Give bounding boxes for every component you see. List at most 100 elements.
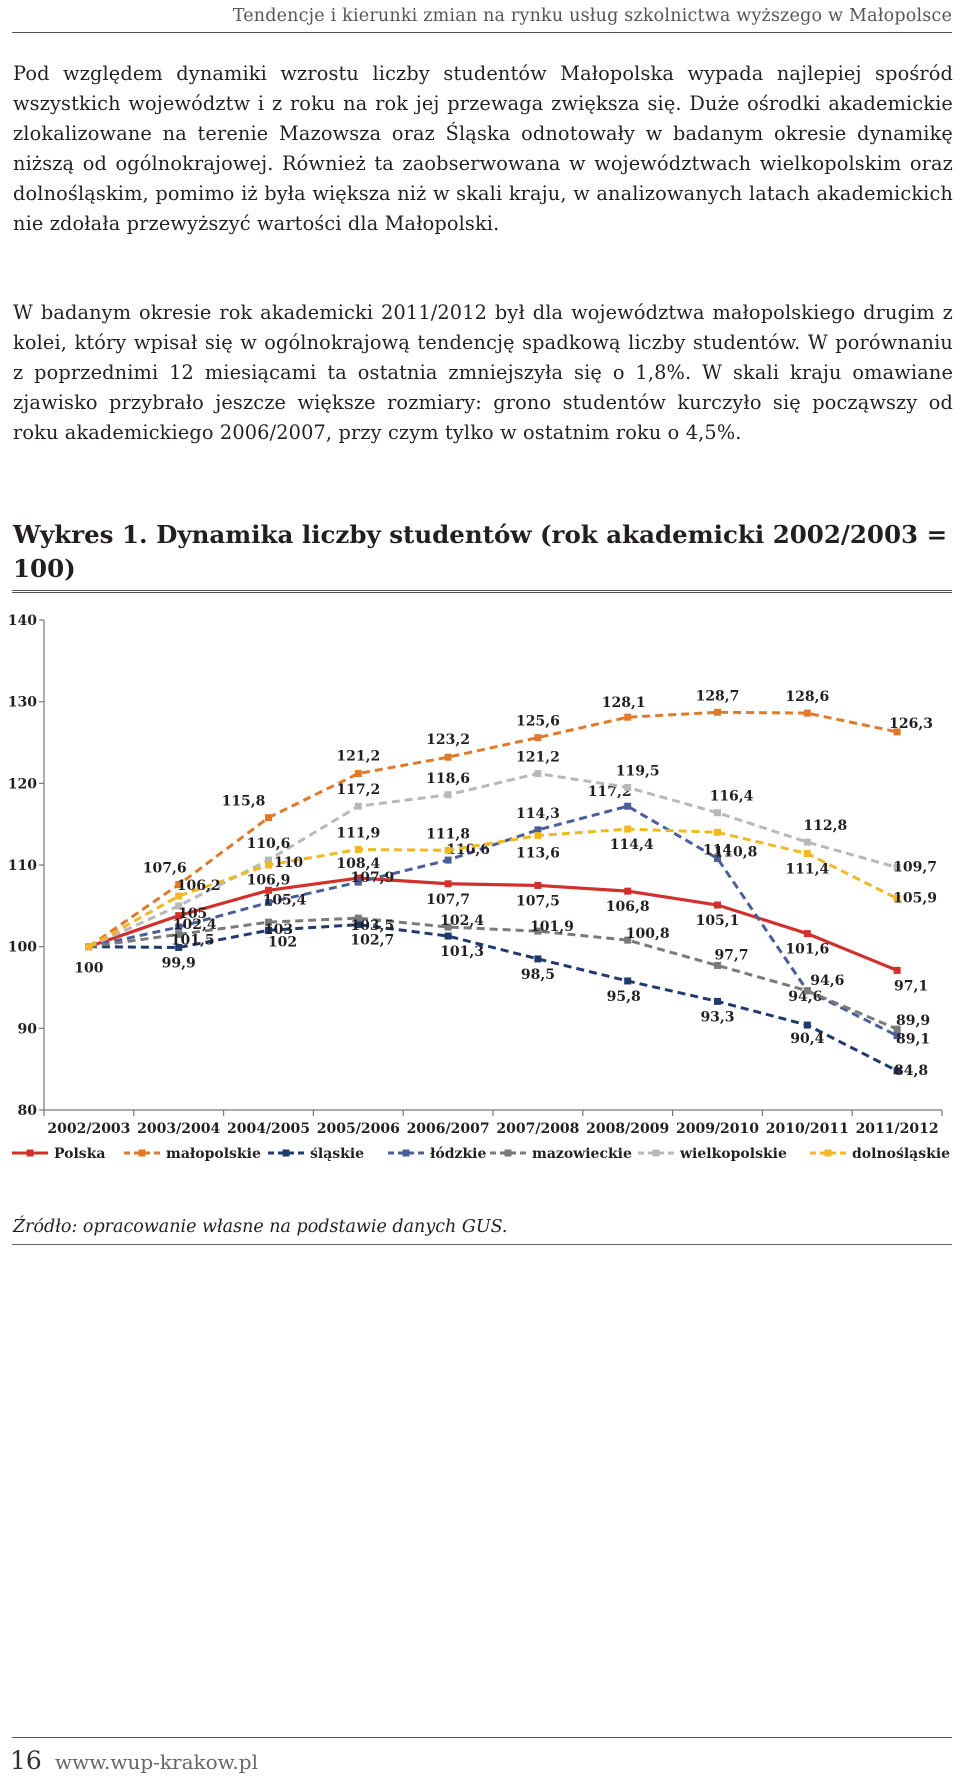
data-point-łódzkie xyxy=(444,856,452,864)
data-point-dolnośląskie xyxy=(354,845,362,853)
data-point-dolnośląskie xyxy=(893,894,901,902)
data-label-mazowieckie: 102,4 xyxy=(440,913,484,929)
data-point-dolnośląskie xyxy=(175,892,183,900)
x-tick-label: 2006/2007 xyxy=(407,1121,490,1137)
data-point-małopolskie xyxy=(803,709,811,717)
data-point-wielkopolskie xyxy=(714,809,721,817)
y-tick-label: 140 xyxy=(8,613,37,629)
legend-marker-małopolskie xyxy=(138,1149,146,1157)
data-point-małopolskie xyxy=(265,814,272,822)
series-line-mazowieckie xyxy=(88,916,898,1031)
data-label-wielkopolskie: 119,5 xyxy=(616,763,660,779)
data-label-łódzkie: 102,4 xyxy=(173,917,217,933)
data-point-mazowieckie xyxy=(534,927,542,935)
data-point-małopolskie xyxy=(534,734,542,742)
data-point-Polska xyxy=(354,874,362,882)
data-label-mazowieckie: 103,5 xyxy=(350,918,394,934)
data-label-śląskie: 98,5 xyxy=(521,967,555,983)
data-point-śląskie xyxy=(893,1067,901,1075)
data-point-dolnośląskie xyxy=(85,943,93,951)
data-point-wielkopolskie xyxy=(444,791,452,799)
data-point-śląskie xyxy=(803,1021,811,1029)
y-tick-label: 120 xyxy=(8,776,37,792)
line-chart: 80 90 100 110 120 130 140 2002/2003 2003/2004 200… xyxy=(8,613,950,1162)
data-point-małopolskie xyxy=(444,753,452,761)
data-label-małopolskie: 121,2 xyxy=(336,749,380,765)
data-point-łódzkie xyxy=(354,878,362,886)
data-label-dolnośląskie: 111,4 xyxy=(785,862,829,878)
data-label-wielkopolskie: 117,2 xyxy=(336,782,380,798)
series-line-śląskie xyxy=(88,923,898,1073)
data-point-małopolskie xyxy=(893,728,901,736)
data-point-dolnośląskie xyxy=(624,825,632,833)
paragraph-2: W badanym okresie rok akademicki 2011/20… xyxy=(13,301,953,444)
data-point-mazowieckie xyxy=(624,936,632,944)
data-label-dolnośląskie: 110 xyxy=(274,855,303,871)
data-label-małopolskie: 128,6 xyxy=(785,689,829,705)
footer-website: www.wup-krakow.pl xyxy=(55,1750,258,1774)
data-label-Polska: 106,8 xyxy=(606,899,650,915)
footer-rule xyxy=(12,1737,952,1738)
data-label-łódzkie: 117,2 xyxy=(588,784,632,800)
data-label-małopolskie: 125,6 xyxy=(516,714,560,730)
data-label-mazowieckie: 101,5 xyxy=(171,932,215,948)
data-label-dolnośląskie: 106,2 xyxy=(177,878,221,894)
data-point-śląskie xyxy=(444,932,452,940)
legend-label-wielkopolskie: wielkopolskie xyxy=(679,1146,787,1162)
legend-label-mazowieckie: mazowieckie xyxy=(532,1146,632,1162)
figure-rule xyxy=(12,590,952,593)
data-label-mazowieckie: 89,9 xyxy=(896,1013,930,1029)
data-point-małopolskie xyxy=(175,881,183,889)
running-title: Tendencje i kierunki zmian na rynku usłu… xyxy=(232,6,952,26)
figure-title: Wykres 1. Dynamika liczby studentów (rok… xyxy=(13,520,948,583)
x-tick-label: 2005/2006 xyxy=(317,1121,400,1137)
data-label-dolnośląskie: 111,8 xyxy=(426,826,470,842)
data-point-Polska xyxy=(265,886,272,894)
data-label-Polska: 101,6 xyxy=(785,942,829,958)
data-label-Polska: 100 xyxy=(74,961,103,977)
data-label-łódzkie: 110,8 xyxy=(714,844,758,860)
data-label-śląskie: 102,7 xyxy=(350,933,394,949)
data-label-wielkopolskie: 110,6 xyxy=(247,836,291,852)
x-tick-label: 2002/2003 xyxy=(47,1121,130,1137)
data-point-wielkopolskie xyxy=(175,902,183,910)
series-line-Polska xyxy=(88,876,898,972)
y-tick-label: 110 xyxy=(8,858,37,874)
data-label-dolnośląskie: 113,6 xyxy=(516,846,560,862)
data-point-dolnośląskie xyxy=(714,828,721,836)
series-line-małopolskie xyxy=(88,710,898,948)
data-label-łódzkie: 107,9 xyxy=(350,870,394,886)
data-point-wielkopolskie xyxy=(893,863,901,871)
data-label-śląskie: 95,8 xyxy=(607,989,641,1005)
data-label-mazowieckie: 97,7 xyxy=(714,947,748,963)
data-point-śląskie xyxy=(714,997,721,1005)
data-label-śląskie: 101,3 xyxy=(440,944,484,960)
data-label-śląskie: 84,8 xyxy=(894,1063,928,1079)
data-point-Polska xyxy=(624,887,632,895)
data-label-małopolskie: 128,1 xyxy=(602,695,646,711)
legend-label-małopolskie: małopolskie xyxy=(166,1146,261,1162)
data-point-śląskie xyxy=(175,943,183,951)
data-point-łódzkie xyxy=(265,899,272,907)
data-label-śląskie: 93,3 xyxy=(700,1009,734,1025)
data-label-dolnośląskie: 111,9 xyxy=(336,825,380,841)
data-label-wielkopolskie: 118,6 xyxy=(426,771,470,787)
data-point-śląskie xyxy=(265,926,272,934)
data-point-małopolskie xyxy=(354,770,362,778)
data-label-małopolskie: 126,3 xyxy=(889,716,933,732)
data-label-wielkopolskie: 109,7 xyxy=(893,859,937,875)
x-tick-label: 2009/2010 xyxy=(676,1121,759,1137)
paragraph-1: Pod względem dynamiki wzrostu liczby stu… xyxy=(13,62,953,235)
legend-marker-dolnośląskie xyxy=(824,1149,832,1157)
data-label-wielkopolskie: 121,2 xyxy=(516,750,560,766)
data-point-małopolskie xyxy=(624,713,632,721)
data-label-małopolskie: 128,7 xyxy=(696,688,740,704)
legend-label-Polska: Polska xyxy=(54,1146,105,1162)
x-tick-label: 2003/2004 xyxy=(137,1121,220,1137)
data-point-śląskie xyxy=(354,921,362,929)
data-point-mazowieckie xyxy=(714,961,721,969)
series-line-łódzkie xyxy=(88,804,898,1038)
data-label-łódzkie: 89,1 xyxy=(896,1032,930,1048)
data-point-śląskie xyxy=(624,977,632,985)
data-point-Polska xyxy=(444,880,452,888)
